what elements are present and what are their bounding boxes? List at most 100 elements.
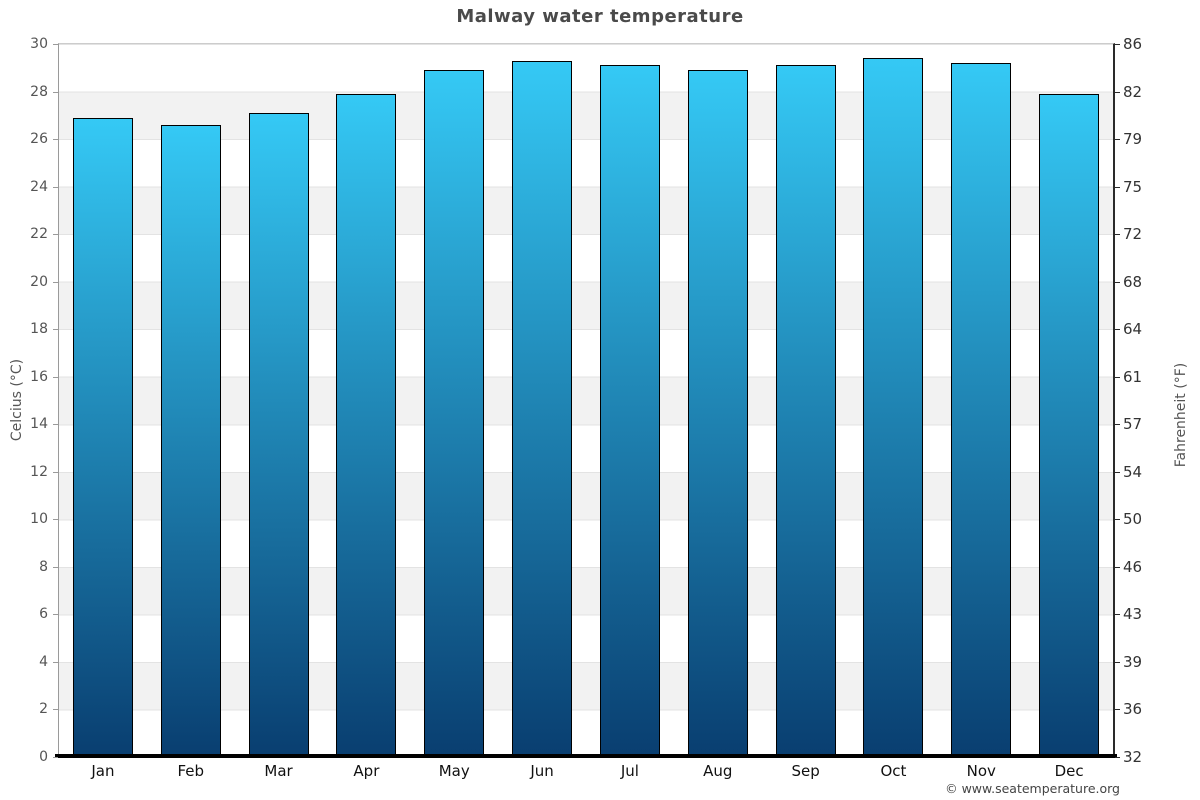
bar-may[interactable] bbox=[424, 70, 485, 757]
fahrenheit-tick-mark bbox=[1115, 281, 1120, 283]
fahrenheit-tick-label: 43 bbox=[1123, 605, 1143, 624]
fahrenheit-tick-label: 50 bbox=[1123, 510, 1143, 529]
month-tick-label-oct: Oct bbox=[880, 762, 907, 780]
fahrenheit-tick-label: 64 bbox=[1123, 320, 1143, 339]
fahrenheit-tick-label: 68 bbox=[1123, 272, 1143, 291]
celsius-tick-mark bbox=[53, 709, 58, 711]
bar-nov[interactable] bbox=[951, 63, 1012, 757]
fahrenheit-tick-mark bbox=[1115, 519, 1120, 521]
celsius-tick-label: 10 bbox=[30, 511, 48, 528]
bar-slot-jun bbox=[498, 44, 586, 757]
fahrenheit-tick-mark bbox=[1115, 614, 1120, 616]
celsius-tick-label: 0 bbox=[39, 749, 48, 765]
celsius-tick-label: 12 bbox=[30, 463, 48, 480]
fahrenheit-tick-label: 46 bbox=[1123, 557, 1143, 576]
fahrenheit-tick-mark bbox=[1115, 234, 1120, 236]
fahrenheit-tick-label: 72 bbox=[1123, 225, 1143, 244]
celsius-tick-mark bbox=[53, 139, 58, 141]
bar-aug[interactable] bbox=[687, 70, 748, 757]
fahrenheit-tick-label: 79 bbox=[1123, 130, 1143, 149]
celsius-tick-mark bbox=[53, 757, 58, 758]
fahrenheit-tick-label: 61 bbox=[1123, 367, 1143, 386]
celsius-tick-mark bbox=[53, 329, 58, 331]
celsius-tick-mark bbox=[53, 186, 58, 188]
celsius-tick-label: 8 bbox=[39, 558, 48, 575]
celsius-tick-label: 20 bbox=[30, 273, 48, 290]
celsius-tick-mark bbox=[53, 614, 58, 616]
celsius-tick-label: 4 bbox=[39, 653, 48, 670]
month-tick-label-aug: Aug bbox=[703, 762, 733, 780]
bar-feb[interactable] bbox=[160, 124, 221, 757]
celsius-tick-mark bbox=[53, 661, 58, 663]
fahrenheit-tick-mark bbox=[1115, 566, 1120, 568]
fahrenheit-tick-label: 82 bbox=[1123, 82, 1143, 101]
fahrenheit-tick-label: 32 bbox=[1123, 748, 1143, 766]
x-axis-line bbox=[55, 754, 1117, 758]
fahrenheit-tick-mark bbox=[1115, 376, 1120, 378]
celsius-tick-label: 16 bbox=[30, 368, 48, 385]
bar-jan[interactable] bbox=[72, 117, 133, 757]
fahrenheit-tick-mark bbox=[1115, 139, 1120, 141]
bar-jul[interactable] bbox=[599, 65, 660, 757]
month-tick-label-sep: Sep bbox=[791, 762, 820, 780]
celsius-tick-mark bbox=[53, 44, 58, 45]
y-axis-title-fahrenheit: Fahrenheit (°F) bbox=[1173, 362, 1189, 468]
month-tick-label-nov: Nov bbox=[966, 762, 996, 780]
celsius-tick-label: 14 bbox=[30, 416, 48, 433]
month-tick-label-mar: Mar bbox=[264, 762, 293, 780]
celsius-tick-label: 26 bbox=[30, 131, 48, 148]
bar-oct[interactable] bbox=[863, 58, 924, 757]
bar-slot-feb bbox=[147, 44, 235, 757]
month-tick-label-dec: Dec bbox=[1054, 762, 1084, 780]
celsius-tick-mark bbox=[53, 471, 58, 473]
bar-slot-jul bbox=[586, 44, 674, 757]
bar-sep[interactable] bbox=[775, 65, 836, 757]
fahrenheit-tick-label: 75 bbox=[1123, 177, 1143, 196]
bar-mar[interactable] bbox=[248, 112, 309, 757]
bar-slot-nov bbox=[937, 44, 1025, 757]
fahrenheit-tick-mark bbox=[1115, 329, 1120, 331]
attribution-link[interactable]: © www.seatemperature.org bbox=[945, 781, 1120, 796]
celsius-tick-mark bbox=[53, 376, 58, 378]
celsius-tick-label: 22 bbox=[30, 226, 48, 243]
bar-slot-sep bbox=[762, 44, 850, 757]
bar-dec[interactable] bbox=[1039, 93, 1100, 757]
celsius-tick-mark bbox=[53, 566, 58, 568]
fahrenheit-tick-mark bbox=[1115, 424, 1120, 426]
fahrenheit-tick-mark bbox=[1115, 91, 1120, 93]
bar-slot-dec bbox=[1025, 44, 1113, 757]
bar-jun[interactable] bbox=[512, 60, 573, 757]
fahrenheit-tick-label: 86 bbox=[1123, 35, 1143, 53]
celsius-tick-label: 30 bbox=[30, 36, 48, 52]
bars-container bbox=[59, 44, 1113, 757]
bar-slot-jan bbox=[59, 44, 147, 757]
fahrenheit-tick-mark bbox=[1115, 471, 1120, 473]
fahrenheit-tick-mark bbox=[1115, 186, 1120, 188]
bar-slot-mar bbox=[235, 44, 323, 757]
celsius-tick-mark bbox=[53, 91, 58, 93]
plot-area bbox=[58, 43, 1115, 757]
celsius-tick-mark bbox=[53, 519, 58, 521]
fahrenheit-tick-mark bbox=[1115, 709, 1120, 711]
celsius-tick-label: 28 bbox=[30, 83, 48, 100]
fahrenheit-tick-mark bbox=[1115, 44, 1120, 45]
bar-apr[interactable] bbox=[336, 93, 397, 757]
month-tick-label-feb: Feb bbox=[177, 762, 205, 780]
month-tick-label-jul: Jul bbox=[620, 762, 639, 780]
celsius-tick-label: 18 bbox=[30, 321, 48, 338]
fahrenheit-tick-mark bbox=[1115, 757, 1120, 758]
month-tick-label-jun: Jun bbox=[530, 762, 554, 780]
y-axis-title-celsius: Celcius (°C) bbox=[9, 358, 25, 442]
celsius-tick-mark bbox=[53, 234, 58, 236]
bar-slot-aug bbox=[674, 44, 762, 757]
celsius-tick-label: 2 bbox=[39, 701, 48, 718]
fahrenheit-tick-label: 54 bbox=[1123, 462, 1143, 481]
fahrenheit-tick-label: 39 bbox=[1123, 652, 1143, 671]
celsius-tick-mark bbox=[53, 281, 58, 283]
bar-slot-may bbox=[410, 44, 498, 757]
chart-title: Malway water temperature bbox=[456, 6, 744, 27]
month-tick-label-may: May bbox=[438, 762, 470, 780]
month-tick-label-jan: Jan bbox=[91, 762, 115, 780]
month-tick-label-apr: Apr bbox=[353, 762, 380, 780]
